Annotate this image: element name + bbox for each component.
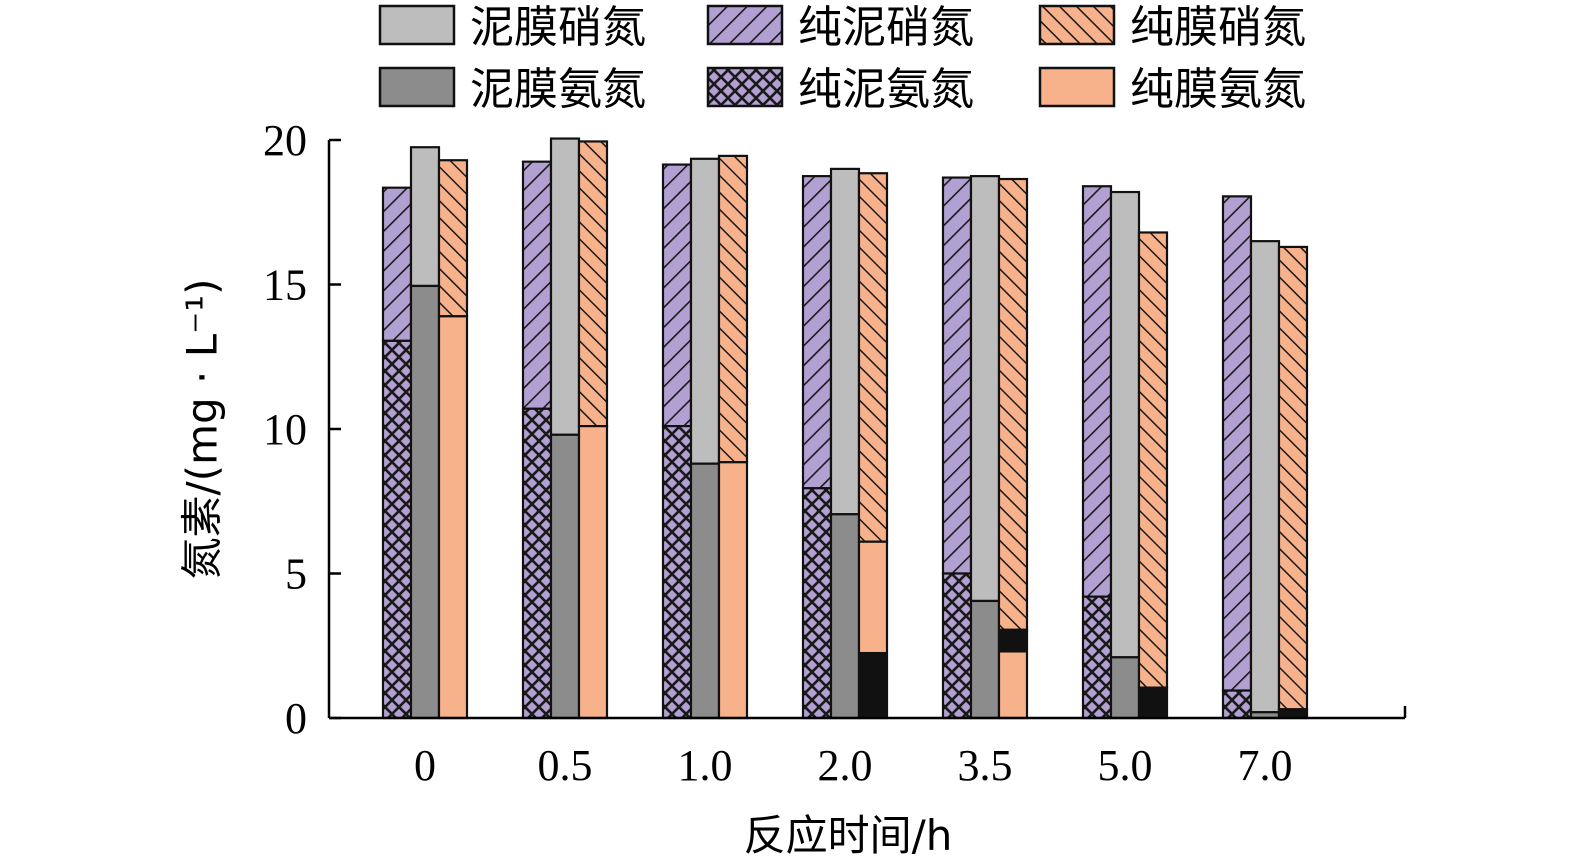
bar-pure-mud-nitrate — [801, 175, 833, 490]
legend-label-pure-mud-ammonia: 纯泥氨氮 — [798, 64, 974, 115]
x-tick-label: 0 — [414, 741, 436, 790]
legend-swatch-mud-membrane-ammonia — [378, 66, 456, 108]
bar-mud-membrane-nitrate — [689, 157, 721, 465]
bar-mud-membrane-ammonia — [829, 513, 861, 720]
bar-pure-mud-ammonia — [381, 339, 413, 720]
bar-pure-mud-nitrate — [1081, 185, 1113, 598]
bars — [381, 137, 1309, 720]
bar-pure-mud-ammonia — [801, 487, 833, 720]
bar-pure-mud-ammonia — [941, 572, 973, 720]
y-axis-title: 氮素/(mg · L⁻¹) — [178, 279, 227, 580]
bar-mud-membrane-nitrate — [829, 167, 861, 516]
bar-pure-mud-nitrate — [661, 163, 693, 428]
bar-pure-membrane-nitrate — [997, 177, 1029, 631]
y-tick-label: 5 — [285, 550, 307, 599]
y-tick-label: 20 — [263, 116, 307, 165]
legend-swatch-pure-membrane-nitrate — [1038, 4, 1116, 46]
x-tick-label: 3.5 — [958, 741, 1013, 790]
bar-pure-membrane-nitrate — [437, 159, 469, 318]
bar-black-overlay — [1278, 708, 1308, 720]
legend-swatch-mud-membrane-nitrate — [378, 4, 456, 46]
legend-swatch-pure-mud-nitrate — [706, 4, 784, 46]
bar-black-overlay — [858, 651, 888, 719]
bar-pure-membrane-ammonia — [717, 461, 749, 720]
bar-mud-membrane-nitrate — [409, 146, 441, 288]
bar-mud-membrane-nitrate — [1249, 240, 1281, 714]
bar-black-overlay — [998, 628, 1028, 653]
x-tick-label: 0.5 — [538, 741, 593, 790]
bar-pure-mud-ammonia — [521, 407, 553, 720]
bar-mud-membrane-ammonia — [689, 462, 721, 720]
bar-mud-membrane-nitrate — [549, 137, 581, 436]
legend-label-pure-membrane-nitrate: 纯膜硝氮 — [1130, 2, 1306, 53]
y-tick-label: 10 — [263, 405, 307, 454]
legend-label-pure-membrane-ammonia: 纯膜氨氮 — [1130, 64, 1306, 115]
legend-swatch-pure-mud-ammonia — [706, 66, 784, 108]
bar-mud-membrane-ammonia — [409, 284, 441, 720]
legend-label-mud-membrane-nitrate: 泥膜硝氮 — [470, 2, 646, 53]
bar-pure-membrane-ammonia — [577, 425, 609, 720]
x-tick-label: 1.0 — [678, 741, 733, 790]
x-tick-label: 7.0 — [1238, 741, 1293, 790]
bar-pure-mud-nitrate — [1221, 195, 1253, 692]
x-tick-label: 2.0 — [818, 741, 873, 790]
x-axis: 0 0.5 1.0 2.0 3.5 5.0 7.0 — [329, 706, 1407, 790]
bar-mud-membrane-ammonia — [549, 433, 581, 720]
x-tick-label: 5.0 — [1098, 741, 1153, 790]
bar-pure-membrane-nitrate — [717, 154, 749, 464]
bar-pure-membrane-nitrate — [1137, 231, 1169, 689]
bar-black-overlay — [1138, 686, 1168, 720]
bar-pure-membrane-nitrate — [1277, 245, 1309, 711]
bar-mud-membrane-ammonia — [969, 599, 1001, 720]
bar-mud-membrane-nitrate — [1109, 190, 1141, 659]
legend-label-mud-membrane-ammonia: 泥膜氨氮 — [470, 64, 646, 115]
bar-pure-mud-nitrate — [381, 186, 413, 342]
legend-swatch-pure-membrane-ammonia — [1038, 66, 1116, 108]
bar-pure-mud-ammonia — [1081, 595, 1113, 720]
bar-mud-membrane-ammonia — [1109, 656, 1141, 720]
bar-pure-mud-nitrate — [521, 160, 553, 410]
bar-mud-membrane-nitrate — [969, 175, 1001, 603]
y-tick-label: 15 — [263, 261, 307, 310]
bar-pure-membrane-nitrate — [857, 172, 889, 543]
y-tick-label: 0 — [285, 694, 307, 743]
y-axis: 0 5 10 15 20 — [263, 116, 341, 743]
x-axis-title: 反应时间/h — [744, 811, 953, 860]
bar-pure-mud-ammonia — [1221, 689, 1253, 720]
bar-pure-mud-ammonia — [661, 425, 693, 720]
bar-pure-membrane-nitrate — [577, 140, 609, 428]
legend-label-pure-mud-nitrate: 纯泥硝氮 — [798, 2, 974, 53]
bar-pure-membrane-ammonia — [437, 315, 469, 720]
bar-pure-mud-nitrate — [941, 176, 973, 575]
